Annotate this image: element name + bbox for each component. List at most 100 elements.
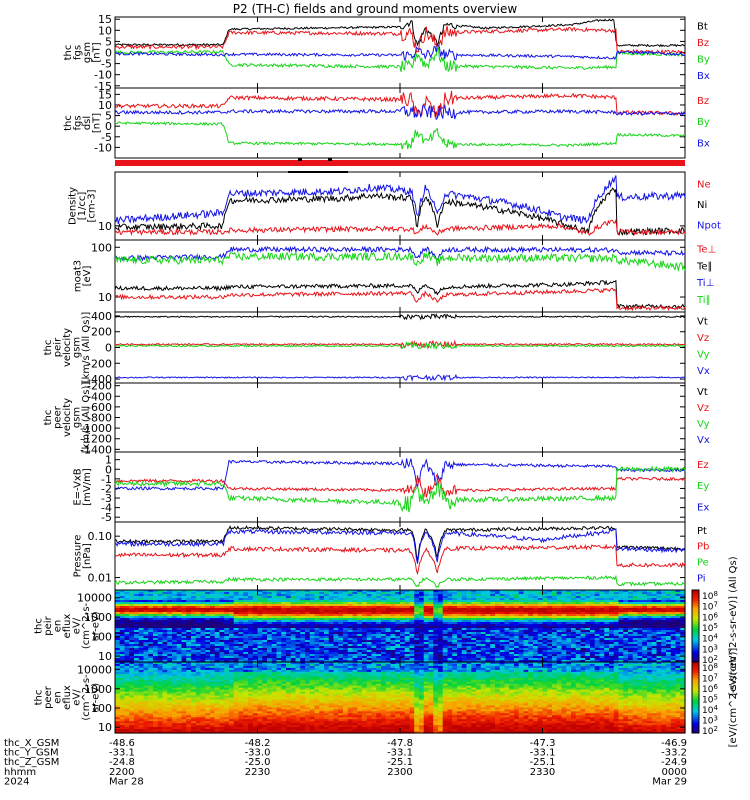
plot-title: P2 (TH-C) fields and ground moments over… <box>233 2 518 16</box>
y-tick-label: -200 <box>87 380 112 393</box>
spectrogram-cell <box>276 638 282 641</box>
spectrogram-cell <box>309 594 316 597</box>
spectrogram-cell <box>457 594 463 597</box>
spectrogram-cell <box>476 648 482 651</box>
spectrogram-cell <box>281 632 287 635</box>
spectrogram-cell <box>191 636 197 639</box>
spectrogram-cell <box>119 683 126 687</box>
spectrogram-cell <box>314 632 320 635</box>
spectrogram-cell <box>580 594 586 597</box>
spectrogram-cell <box>238 624 244 627</box>
spectrogram-cell <box>295 596 301 599</box>
colorbar-cell <box>692 640 699 643</box>
spectrogram-cell <box>442 660 449 663</box>
spectrogram-cell <box>599 630 605 633</box>
spectrogram-cell <box>381 602 387 605</box>
spectrogram-cell <box>328 622 335 625</box>
y-tick-label: -600 <box>87 401 112 414</box>
spectrogram-cell <box>224 646 230 649</box>
spectrogram-cell <box>561 614 567 617</box>
spectrogram-cell <box>124 685 130 689</box>
spectrogram-cell <box>414 608 420 611</box>
spectrogram-cell <box>509 646 515 649</box>
spectrogram-cell <box>466 630 472 633</box>
spectrogram-cell <box>214 600 221 603</box>
spectrogram-cell <box>651 592 658 595</box>
spectrogram-cell <box>328 638 335 641</box>
spectrogram-cell <box>124 652 130 655</box>
spectrogram-cell <box>585 634 591 637</box>
spectrogram-cell <box>395 652 401 655</box>
spectrogram-cell <box>366 640 373 643</box>
spectrogram-cell <box>257 612 263 615</box>
spectrogram-cell <box>395 608 401 611</box>
spectrogram-cell <box>509 604 515 607</box>
spectrogram-cell <box>129 699 135 703</box>
spectrogram-cell <box>613 602 620 605</box>
spectrogram-cell <box>518 598 525 601</box>
spectrogram-cell <box>138 652 145 655</box>
spectrogram-cell <box>248 660 254 663</box>
spectrogram-cell <box>457 590 463 593</box>
spectrogram-cell <box>471 652 477 655</box>
spectrogram-cell <box>252 590 259 593</box>
spectrogram-cell <box>609 628 615 631</box>
spectrogram-cell <box>138 685 145 689</box>
spectrogram-cell <box>233 660 240 663</box>
spectrogram-cell <box>547 660 553 663</box>
spectrogram-cell <box>124 699 130 703</box>
spectrogram-cell <box>442 616 449 619</box>
spectrogram-cell <box>276 596 282 599</box>
spectrogram-cell <box>134 592 140 595</box>
spectrogram-cell <box>186 612 192 615</box>
spectrogram-cell <box>466 616 472 619</box>
spectrogram-cell <box>200 606 206 609</box>
spectrogram-cell <box>523 592 529 595</box>
spectrogram-cell <box>604 638 610 641</box>
spectrogram-cell <box>433 646 439 649</box>
spectrogram-cell <box>523 632 529 635</box>
spectrogram-cell <box>395 626 401 629</box>
spectrogram-cell <box>271 614 278 617</box>
spectrogram-cell <box>428 596 434 599</box>
spectrogram-cell <box>490 616 496 619</box>
spectrogram-cell <box>495 638 501 641</box>
spectrogram-cell <box>252 630 259 633</box>
spectrogram-cell <box>423 604 430 607</box>
spectrogram-cell <box>575 612 582 615</box>
spectrogram-cell <box>523 596 529 599</box>
spectrogram-cell <box>195 596 202 599</box>
spectrogram-cell <box>390 652 396 655</box>
spectrogram-cell <box>248 642 254 645</box>
spectrogram-cell <box>628 654 634 657</box>
spectrogram-cell <box>148 665 154 669</box>
spectrogram-cell <box>352 630 358 633</box>
spectrogram-cell <box>480 626 487 629</box>
spectrogram-cell <box>485 596 491 599</box>
spectrogram-cell <box>376 596 382 599</box>
spectrogram-cell <box>376 626 382 629</box>
spectrogram-cell <box>143 646 149 649</box>
spectrogram-cell <box>409 610 415 613</box>
spectrogram-cell <box>257 624 263 627</box>
spectrogram-cell <box>547 626 553 629</box>
spectrogram-cell <box>566 654 572 657</box>
spectrogram-cell <box>210 648 216 651</box>
spectrogram-cell <box>343 636 349 639</box>
spectrogram-cell <box>452 648 458 651</box>
spectrogram-cell <box>433 602 439 605</box>
spectrogram-cell <box>632 634 639 637</box>
spectrogram-cell <box>381 652 387 655</box>
spectrogram-cell <box>229 644 235 647</box>
spectrogram-cell <box>276 646 282 649</box>
spectrogram-cell <box>457 630 463 633</box>
spectrogram-cell <box>124 644 130 647</box>
spectrogram-cell <box>148 701 154 705</box>
spectrogram-cell <box>319 650 325 653</box>
spectrogram-cell <box>661 638 667 641</box>
spectrogram-cell <box>210 634 216 637</box>
spectrogram-cell <box>115 632 121 635</box>
spectrogram-cell <box>452 606 458 609</box>
spectrogram-cell <box>509 618 515 621</box>
spectrogram-cell <box>309 598 316 601</box>
